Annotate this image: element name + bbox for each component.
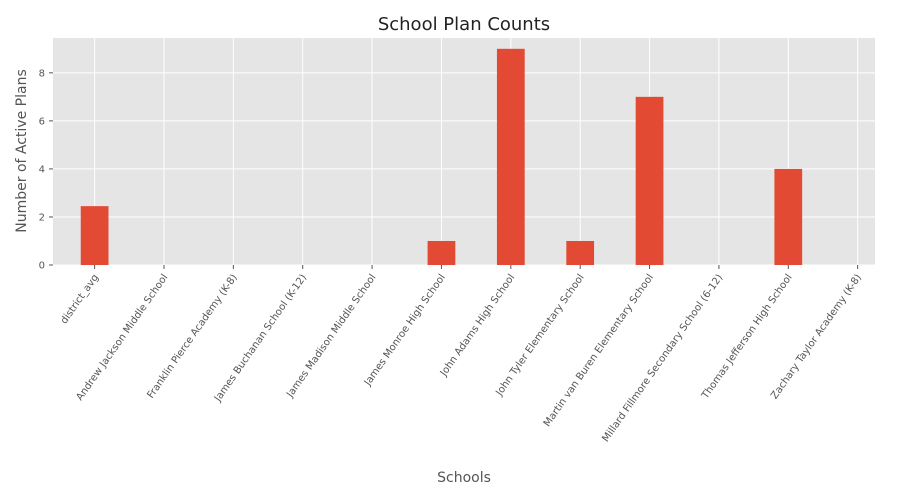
y-axis-label: Number of Active Plans — [14, 69, 30, 232]
bar — [566, 240, 595, 265]
plot-background — [53, 38, 875, 265]
y-tick-label: 6 — [39, 116, 45, 127]
y-tick-label: 4 — [39, 164, 45, 175]
x-tick-label: Martin van Buren Elementary School — [542, 272, 656, 428]
y-tick-label: 8 — [39, 68, 45, 79]
x-axis-label: Schools — [437, 470, 491, 486]
x-tick-label: James Monroe High School — [362, 272, 448, 388]
x-tick-label: John Adams High School — [438, 272, 517, 379]
bars — [80, 48, 803, 265]
x-tick-label: district_avg — [59, 272, 101, 326]
chart-title: School Plan Counts — [378, 14, 550, 35]
bar — [635, 96, 664, 265]
y-tick-label: 2 — [39, 212, 45, 223]
y-tick-label: 0 — [39, 261, 45, 272]
bar — [427, 240, 456, 265]
bar — [80, 206, 109, 265]
bar — [496, 48, 525, 265]
y-axis-ticks: 0 2 4 6 8 — [39, 68, 53, 272]
x-tick-label: Millard Fillmore Secondary School (6-12) — [600, 272, 725, 444]
bar — [774, 168, 803, 265]
